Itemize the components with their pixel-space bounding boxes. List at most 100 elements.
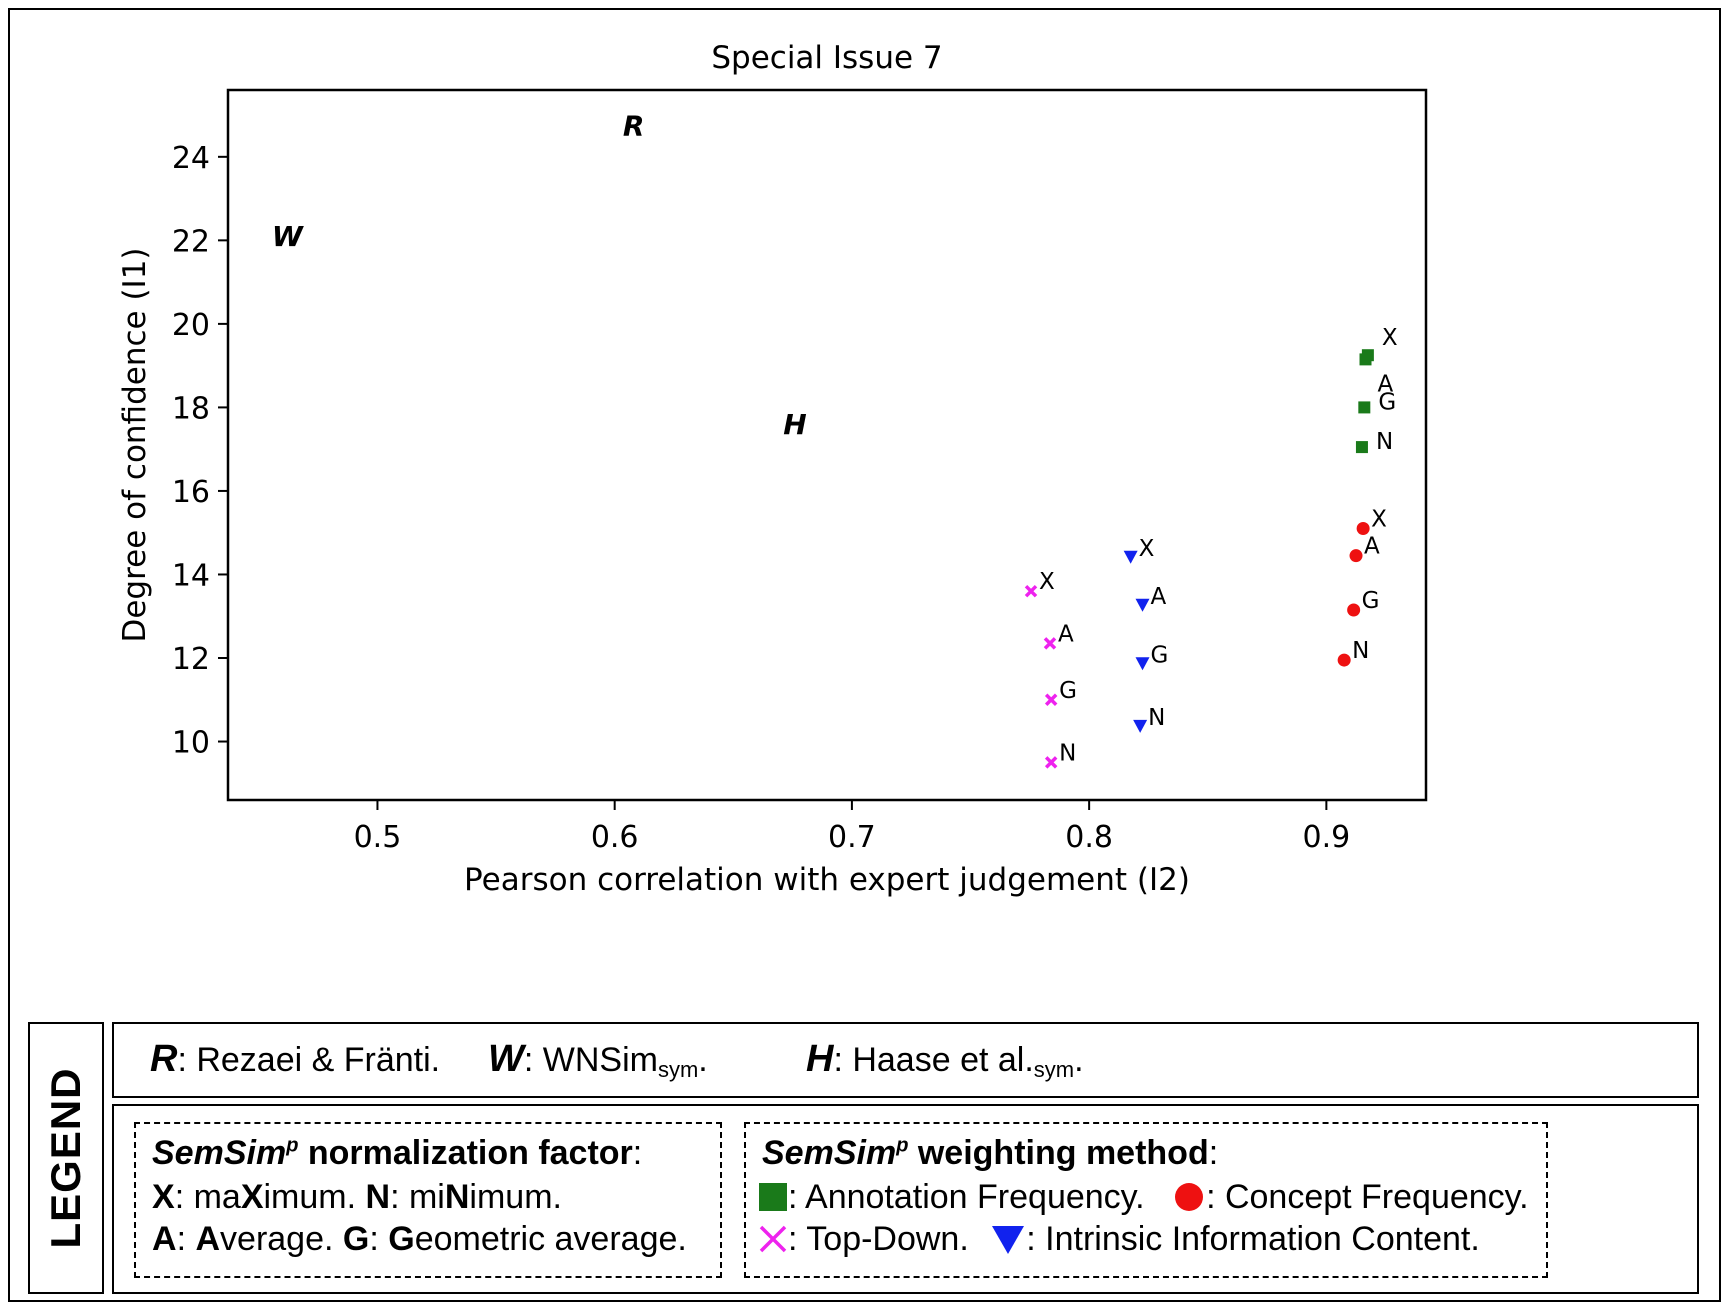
x-tick-label: 0.7: [828, 820, 876, 855]
plot-area-frame: [226, 88, 1428, 802]
point-intrinsic-information-content: [1123, 550, 1138, 564]
weighting-header-rest: weighting method: [908, 1134, 1209, 1172]
legend-annotation-frequency: : Annotation Frequency.: [788, 1178, 1145, 1216]
normalization-line1-run-1: : ma: [174, 1178, 241, 1216]
point-concept-frequency: [1337, 653, 1351, 667]
point-annotation-frequency: [1358, 401, 1371, 414]
magenta-x-icon: [759, 1225, 787, 1253]
normalization-legend: SemSimp normalization factor: X: maXimum…: [134, 1122, 722, 1278]
point-label-annotation-frequency: A: [1378, 371, 1394, 397]
point-label-concept-frequency: G: [1362, 588, 1380, 614]
point-label-top-down: N: [1059, 740, 1076, 766]
point-label-concept-frequency: A: [1364, 534, 1380, 560]
x-axis-label: Pearson correlation with expert judgemen…: [464, 862, 1190, 898]
normalization-line1-run-7: imum.: [469, 1178, 562, 1216]
point-label-annotation-frequency: N: [1376, 429, 1393, 455]
legend-concept-frequency: : Concept Frequency.: [1206, 1178, 1529, 1216]
blue-triangle-icon: [992, 1226, 1025, 1254]
legend-title-box: LEGEND: [28, 1022, 104, 1294]
legend-sub-wnsim: sym: [657, 1057, 699, 1082]
methods-legend: R: Rezaei & Fränti. W: WNSimsym. H: Haas…: [112, 1022, 1699, 1098]
point-label-concept-frequency: N: [1352, 638, 1369, 664]
y-tick-label: 10: [172, 726, 210, 761]
point-top-down: [1024, 584, 1038, 598]
y-tick-label: 24: [172, 141, 210, 176]
normalization-line1-run-4: N: [365, 1178, 391, 1216]
figure-frame: Special Issue 7 0.5 0.6 0.7 0.8 0.9 10 12 14 16 18…: [8, 8, 1721, 1302]
point-top-down: [1044, 756, 1058, 769]
method-annotation-w: W: [272, 220, 304, 253]
normalization-header-rest: normalization factor: [298, 1134, 633, 1172]
normalization-line1: X: maXimum. N: miNimum.: [152, 1178, 562, 1217]
weighting-header-italic: SemSim: [762, 1134, 897, 1172]
weighting-header-colon: :: [1208, 1134, 1219, 1172]
normalization-line1-run-0: X: [152, 1178, 175, 1216]
legend-title: LEGEND: [42, 1067, 89, 1249]
x-tick-label: 0.5: [354, 820, 402, 855]
x-tick-label: 0.9: [1303, 820, 1351, 855]
normalization-line2-run-4: G: [342, 1220, 370, 1258]
legend-text-rezaei: : Rezaei & Fränti.: [177, 1041, 441, 1079]
point-label-intrinsic-information-content: X: [1139, 536, 1155, 562]
legend-item-haase: H: Haase et al.sym.: [806, 1038, 1084, 1083]
legend-text-haase: : Haase et al.: [833, 1041, 1034, 1079]
point-concept-frequency: [1349, 549, 1363, 563]
point-label-intrinsic-information-content: A: [1151, 584, 1167, 610]
normalization-line2-run-2: A: [195, 1220, 221, 1258]
legend-after-haase: .: [1074, 1041, 1084, 1079]
normalization-line1-run-6: N: [444, 1178, 470, 1216]
method-annotation-r: R: [623, 110, 645, 143]
legend-item-wnsim: W: WNSimsym.: [488, 1038, 708, 1083]
normalization-header: SemSimp normalization factor:: [152, 1134, 642, 1173]
method-annotation-h: H: [783, 408, 806, 441]
point-annotation-frequency: [1355, 441, 1368, 454]
weighting-header: SemSimp weighting method:: [762, 1134, 1218, 1173]
point-annotation-frequency: [1359, 353, 1372, 366]
point-label-top-down: X: [1039, 569, 1055, 595]
legend-after-wnsim: .: [698, 1041, 708, 1079]
y-tick-label: 14: [172, 558, 210, 593]
normalization-line2-run-5: :: [369, 1220, 389, 1258]
normalization-line2-run-6: G: [388, 1220, 415, 1258]
legend-intrinsic: : Intrinsic Information Content.: [1026, 1220, 1480, 1258]
normalization-line1-run-3: imum.: [263, 1178, 366, 1216]
legend-symbol-h: H: [806, 1038, 834, 1080]
scatter-chart: Special Issue 7 0.5 0.6 0.7 0.8 0.9 10 12 14 16 18…: [117, 40, 1428, 898]
point-label-annotation-frequency: G: [1378, 389, 1396, 415]
weighting-line2: : Top-Down. : Intrinsic Information Cont…: [758, 1220, 1480, 1259]
normalization-line2-run-7: eometric average.: [414, 1220, 687, 1258]
y-tick-label: 16: [172, 475, 210, 510]
y-tick-label: 22: [172, 224, 210, 259]
semsim-legend: SemSimp normalization factor: X: maXimum…: [112, 1104, 1699, 1294]
point-label-intrinsic-information-content: N: [1148, 705, 1165, 731]
chart-title: Special Issue 7: [711, 40, 942, 76]
normalization-line2-run-3: verage.: [220, 1220, 343, 1258]
point-label-intrinsic-information-content: G: [1151, 642, 1169, 668]
normalization-header-italic: SemSim: [152, 1134, 287, 1172]
point-top-down: [1043, 637, 1057, 650]
point-intrinsic-information-content: [1133, 719, 1148, 733]
point-concept-frequency: [1347, 603, 1361, 617]
point-top-down: [1044, 693, 1058, 707]
x-tick-label: 0.8: [1065, 820, 1113, 855]
point-label-annotation-frequency: X: [1382, 325, 1398, 351]
normalization-line2-run-0: A: [152, 1220, 177, 1258]
x-tick-label: 0.6: [591, 820, 639, 855]
point-intrinsic-information-content: [1135, 598, 1150, 612]
y-axis-label: Degree of confidence (I1): [117, 247, 153, 642]
point-label-top-down: G: [1059, 678, 1077, 704]
normalization-line1-run-2: X: [240, 1178, 264, 1216]
point-label-concept-frequency: X: [1371, 507, 1387, 533]
y-tick-label: 20: [172, 308, 210, 343]
point-intrinsic-information-content: [1135, 657, 1150, 671]
weighting-legend: SemSimp weighting method: : Annotation F…: [744, 1122, 1548, 1278]
normalization-line2-run-1: :: [176, 1220, 196, 1258]
legend-top-down: : Top-Down.: [788, 1220, 969, 1258]
point-label-top-down: A: [1058, 621, 1074, 647]
green-square-icon: [759, 1183, 787, 1211]
y-tick-label: 12: [172, 642, 210, 677]
weighting-line1: : Annotation Frequency. : Concept Freque…: [758, 1178, 1529, 1217]
red-circle-icon: [1175, 1183, 1204, 1211]
normalization-line2: A: Average. G: Geometric average.: [152, 1220, 687, 1259]
normalization-line1-run-5: : mi: [390, 1178, 445, 1216]
